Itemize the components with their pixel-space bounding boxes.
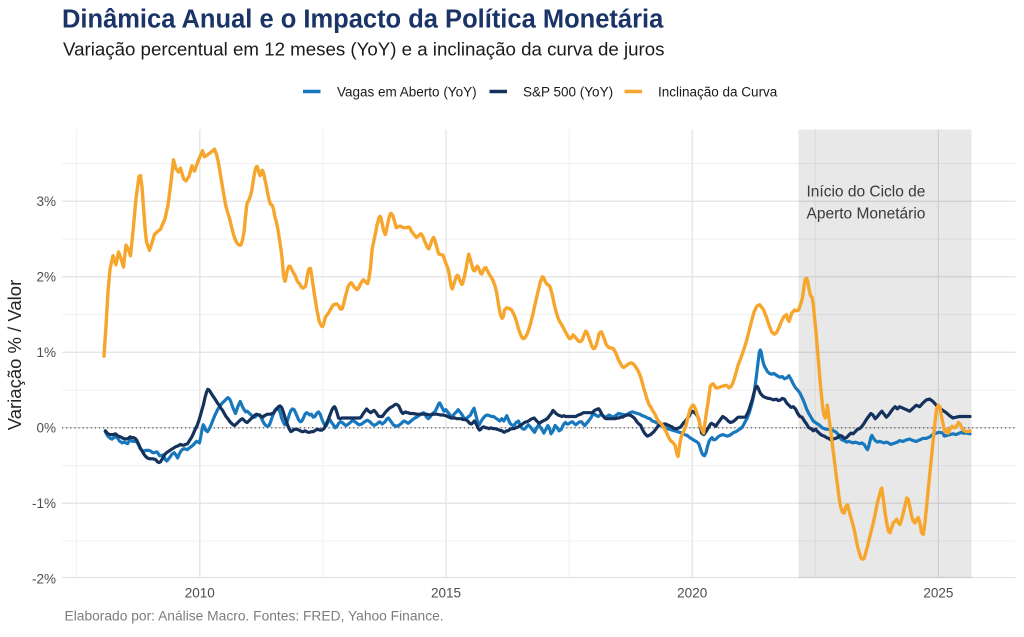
svg-text:2%: 2% xyxy=(36,270,56,285)
svg-text:-2%: -2% xyxy=(32,572,56,587)
svg-text:Início do Ciclo de: Início do Ciclo de xyxy=(807,183,926,200)
svg-text:Elaborado por: Análise Macro.: Elaborado por: Análise Macro. Fontes: FR… xyxy=(65,609,444,624)
svg-text:2025: 2025 xyxy=(923,586,953,601)
svg-text:1%: 1% xyxy=(36,345,56,360)
svg-text:Inclinação da Curva: Inclinação da Curva xyxy=(658,84,778,99)
svg-text:2015: 2015 xyxy=(431,586,461,601)
svg-text:2020: 2020 xyxy=(677,586,707,601)
svg-text:S&P 500 (YoY): S&P 500 (YoY) xyxy=(523,84,613,99)
svg-text:-1%: -1% xyxy=(32,496,56,511)
svg-text:0%: 0% xyxy=(36,421,56,436)
svg-text:Dinâmica Anual e o Impacto da: Dinâmica Anual e o Impacto da Política M… xyxy=(62,5,664,33)
svg-text:Variação % / Valor: Variação % / Valor xyxy=(4,280,25,430)
svg-text:Vagas em Aberto (YoY): Vagas em Aberto (YoY) xyxy=(337,84,477,99)
svg-text:Aperto Monetário: Aperto Monetário xyxy=(807,205,926,222)
svg-text:2010: 2010 xyxy=(185,586,215,601)
svg-text:3%: 3% xyxy=(36,194,56,209)
svg-text:Variação percentual em 12 mese: Variação percentual em 12 meses (YoY) e … xyxy=(63,38,664,59)
